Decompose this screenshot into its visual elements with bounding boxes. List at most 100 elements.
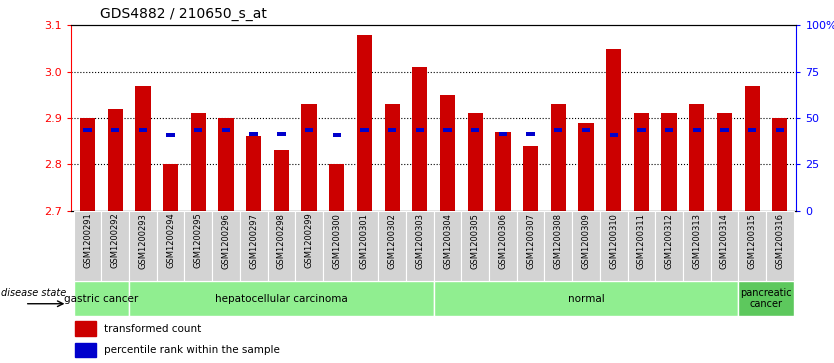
Text: GSM1200297: GSM1200297	[249, 213, 259, 269]
Text: GSM1200316: GSM1200316	[776, 213, 784, 269]
Bar	[440, 95, 455, 211]
Bar	[357, 35, 372, 211]
Bar	[610, 133, 618, 138]
Bar	[579, 123, 594, 211]
Text: GSM1200314: GSM1200314	[720, 213, 729, 269]
Bar	[129, 211, 157, 281]
Bar	[301, 104, 317, 211]
Bar	[138, 128, 147, 132]
Bar	[468, 113, 483, 211]
Bar	[665, 128, 673, 132]
Text: GSM1200293: GSM1200293	[138, 213, 148, 269]
Text: GSM1200296: GSM1200296	[222, 213, 230, 269]
Bar	[634, 113, 649, 211]
Text: GSM1200309: GSM1200309	[581, 213, 590, 269]
Text: percentile rank within the sample: percentile rank within the sample	[103, 345, 279, 355]
Text: disease state: disease state	[2, 288, 67, 298]
Bar	[572, 211, 600, 281]
Bar	[360, 128, 369, 132]
Bar	[135, 86, 150, 211]
Bar	[102, 211, 129, 281]
Bar	[83, 128, 92, 132]
Bar	[738, 281, 794, 316]
Text: GSM1200291: GSM1200291	[83, 213, 92, 268]
Bar	[582, 128, 590, 132]
Text: GSM1200308: GSM1200308	[554, 213, 563, 269]
Text: GSM1200312: GSM1200312	[665, 213, 674, 269]
Bar	[219, 118, 234, 211]
Text: GSM1200315: GSM1200315	[747, 213, 756, 269]
Bar	[776, 128, 784, 132]
Text: GSM1200299: GSM1200299	[304, 213, 314, 268]
Bar	[163, 164, 178, 211]
Bar	[738, 211, 766, 281]
Text: GSM1200310: GSM1200310	[609, 213, 618, 269]
Bar	[721, 128, 729, 132]
Bar	[157, 211, 184, 281]
Bar	[240, 211, 268, 281]
Bar	[406, 211, 434, 281]
Bar	[73, 281, 129, 316]
Text: hepatocellular carcinoma: hepatocellular carcinoma	[215, 294, 348, 303]
Bar	[129, 281, 434, 316]
Bar	[661, 113, 676, 211]
Bar	[489, 211, 517, 281]
Bar	[167, 133, 175, 138]
Bar	[74, 322, 96, 336]
Bar	[526, 132, 535, 136]
Bar	[766, 211, 794, 281]
Bar	[517, 211, 545, 281]
Text: GDS4882 / 210650_s_at: GDS4882 / 210650_s_at	[100, 7, 267, 21]
Bar	[434, 281, 738, 316]
Text: GSM1200294: GSM1200294	[166, 213, 175, 268]
Bar	[600, 211, 627, 281]
Bar	[74, 343, 96, 357]
Bar	[329, 164, 344, 211]
Text: GSM1200313: GSM1200313	[692, 213, 701, 269]
Bar	[711, 211, 738, 281]
Bar	[80, 118, 95, 211]
Bar	[212, 211, 240, 281]
Bar	[412, 67, 428, 211]
Text: pancreatic
cancer: pancreatic cancer	[741, 288, 791, 309]
Text: GSM1200295: GSM1200295	[193, 213, 203, 268]
Bar	[495, 132, 510, 211]
Bar	[523, 146, 538, 211]
Bar	[305, 128, 314, 132]
Bar	[184, 211, 212, 281]
Bar	[627, 211, 656, 281]
Bar	[274, 150, 289, 211]
Bar	[637, 128, 646, 132]
Bar	[350, 211, 379, 281]
Bar	[222, 128, 230, 132]
Bar	[379, 211, 406, 281]
Bar	[333, 133, 341, 138]
Bar	[277, 132, 285, 136]
Bar	[73, 211, 102, 281]
Bar	[745, 86, 760, 211]
Bar	[415, 128, 424, 132]
Text: GSM1200302: GSM1200302	[388, 213, 397, 269]
Bar	[717, 113, 732, 211]
Text: GSM1200298: GSM1200298	[277, 213, 286, 269]
Bar	[461, 211, 489, 281]
Bar	[246, 136, 261, 211]
Text: GSM1200300: GSM1200300	[332, 213, 341, 269]
Bar	[191, 113, 206, 211]
Text: GSM1200306: GSM1200306	[499, 213, 507, 269]
Text: GSM1200292: GSM1200292	[111, 213, 120, 268]
Text: GSM1200307: GSM1200307	[526, 213, 535, 269]
Text: GSM1200304: GSM1200304	[443, 213, 452, 269]
Bar	[194, 128, 203, 132]
Text: gastric cancer: gastric cancer	[64, 294, 138, 303]
Bar	[689, 104, 705, 211]
Bar	[323, 211, 350, 281]
Text: GSM1200301: GSM1200301	[360, 213, 369, 269]
Text: GSM1200305: GSM1200305	[470, 213, 480, 269]
Bar	[444, 128, 452, 132]
Bar	[108, 109, 123, 211]
Bar	[471, 128, 480, 132]
Bar	[772, 118, 787, 211]
Text: transformed count: transformed count	[103, 323, 201, 334]
Bar	[656, 211, 683, 281]
